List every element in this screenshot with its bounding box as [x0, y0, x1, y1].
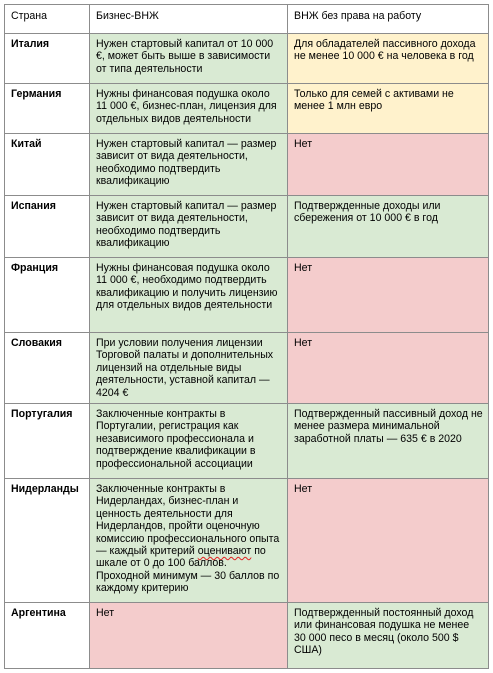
country-cell: Португалия	[4, 403, 90, 480]
passive-visa-cell: Нет	[287, 257, 489, 333]
table-row: Словакия При условии получения лицензии …	[4, 331, 489, 405]
header-country: Страна	[4, 4, 90, 34]
passive-visa-cell: Для обладателей пассивного дохода не мен…	[287, 33, 489, 84]
country-cell: Германия	[4, 83, 90, 134]
table-row: Аргентина Нет Подтвержденный постоянный …	[4, 602, 489, 670]
visa-comparison-table: Страна Бизнес-ВНЖ ВНЖ без права на работ…	[4, 4, 489, 670]
passive-visa-cell: Подтвержденные доходы или сбережения от …	[287, 195, 489, 258]
business-visa-cell: Нужны финансовая подушка около 11 000 €,…	[89, 257, 288, 333]
business-visa-cell: Заключенные контракты в Нидерландах, биз…	[89, 478, 288, 604]
passive-visa-cell: Нет	[287, 133, 489, 196]
country-cell: Аргентина	[4, 602, 90, 670]
spellcheck-flagged-word: оценивают	[197, 545, 252, 558]
country-cell: Словакия	[4, 331, 90, 405]
passive-visa-cell: Только для семей с активами не менее 1 м…	[287, 83, 489, 134]
table-row: Китай Нужен стартовый капитал — размер з…	[4, 133, 489, 196]
header-business-visa: Бизнес-ВНЖ	[89, 4, 288, 34]
business-visa-text-start: Заключенные контракты в Нидерландах, биз…	[96, 483, 280, 558]
table-row: Италия Нужен стартовый капитал от 10 000…	[4, 33, 489, 84]
country-cell: Италия	[4, 33, 90, 84]
business-visa-cell: Нужен стартовый капитал — размер зависит…	[89, 195, 288, 258]
table-row: Франция Нужны финансовая подушка около 1…	[4, 257, 489, 333]
country-cell: Китай	[4, 133, 90, 196]
business-visa-cell: Заключенные контракты в Португалии, реги…	[89, 403, 288, 480]
business-visa-cell: Нужен стартовый капитал — размер зависит…	[89, 133, 288, 196]
business-visa-cell: Нужен стартовый капитал от 10 000 €, мож…	[89, 33, 288, 84]
passive-visa-cell: Нет	[287, 331, 489, 405]
passive-visa-cell: Нет	[287, 478, 489, 604]
passive-visa-cell: Подтвержденный пассивный доход не менее …	[287, 403, 489, 480]
passive-visa-cell: Подтвержденный постоянный доход или фина…	[287, 602, 489, 670]
header-passive-visa: ВНЖ без права на работу	[287, 4, 489, 34]
business-visa-cell: Нет	[89, 602, 288, 670]
table-row: Испания Нужен стартовый капитал — размер…	[4, 195, 489, 258]
table-row: Германия Нужны финансовая подушка около …	[4, 83, 489, 134]
country-cell: Франция	[4, 257, 90, 333]
table-row: Португалия Заключенные контракты в Порту…	[4, 403, 489, 480]
business-visa-cell: Нужны финансовая подушка около 11 000 €,…	[89, 83, 288, 134]
country-cell: Испания	[4, 195, 90, 258]
header-row: Страна Бизнес-ВНЖ ВНЖ без права на работ…	[4, 4, 489, 34]
table-row: Нидерланды Заключенные контракты в Нидер…	[4, 478, 489, 604]
business-visa-cell: При условии получения лицензии Торговой …	[89, 331, 288, 405]
country-cell: Нидерланды	[4, 478, 90, 604]
business-visa-text-end: по шкале от 0 до 100 баллов. Проходной м…	[96, 545, 280, 595]
